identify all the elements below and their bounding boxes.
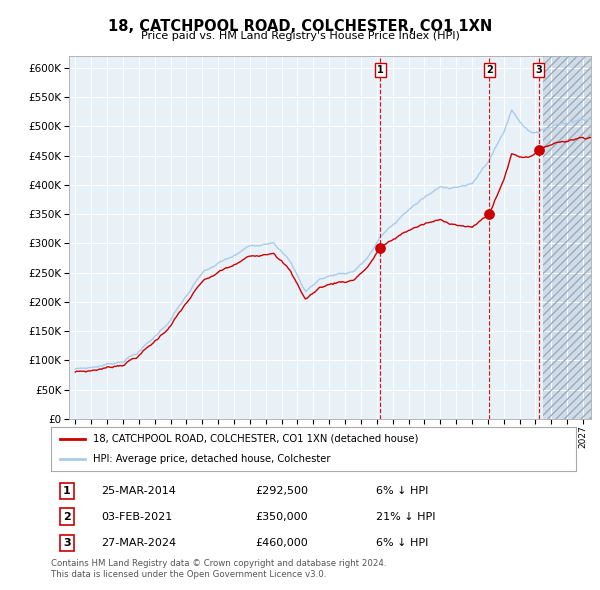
Text: 2: 2 <box>486 65 493 75</box>
Text: 03-FEB-2021: 03-FEB-2021 <box>101 512 172 522</box>
Text: HPI: Average price, detached house, Colchester: HPI: Average price, detached house, Colc… <box>93 454 331 464</box>
Text: 21% ↓ HPI: 21% ↓ HPI <box>377 512 436 522</box>
Text: 3: 3 <box>535 65 542 75</box>
Point <box>376 243 385 253</box>
Text: 1: 1 <box>63 486 71 496</box>
Bar <box>544 56 600 419</box>
Text: 25-MAR-2014: 25-MAR-2014 <box>101 486 176 496</box>
Text: 6% ↓ HPI: 6% ↓ HPI <box>377 538 429 548</box>
Text: £292,500: £292,500 <box>256 486 309 496</box>
Point <box>534 145 544 155</box>
Point <box>484 209 494 219</box>
Text: £460,000: £460,000 <box>256 538 308 548</box>
Bar <box>544 0 600 419</box>
Text: 18, CATCHPOOL ROAD, COLCHESTER, CO1 1XN (detached house): 18, CATCHPOOL ROAD, COLCHESTER, CO1 1XN … <box>93 434 418 444</box>
Text: 2: 2 <box>63 512 71 522</box>
Text: Price paid vs. HM Land Registry's House Price Index (HPI): Price paid vs. HM Land Registry's House … <box>140 31 460 41</box>
Text: £350,000: £350,000 <box>256 512 308 522</box>
Text: 6% ↓ HPI: 6% ↓ HPI <box>377 486 429 496</box>
Text: Contains HM Land Registry data © Crown copyright and database right 2024.
This d: Contains HM Land Registry data © Crown c… <box>51 559 386 579</box>
Text: 18, CATCHPOOL ROAD, COLCHESTER, CO1 1XN: 18, CATCHPOOL ROAD, COLCHESTER, CO1 1XN <box>108 19 492 34</box>
Text: 1: 1 <box>377 65 383 75</box>
Text: 3: 3 <box>63 538 71 548</box>
Text: 27-MAR-2024: 27-MAR-2024 <box>101 538 176 548</box>
